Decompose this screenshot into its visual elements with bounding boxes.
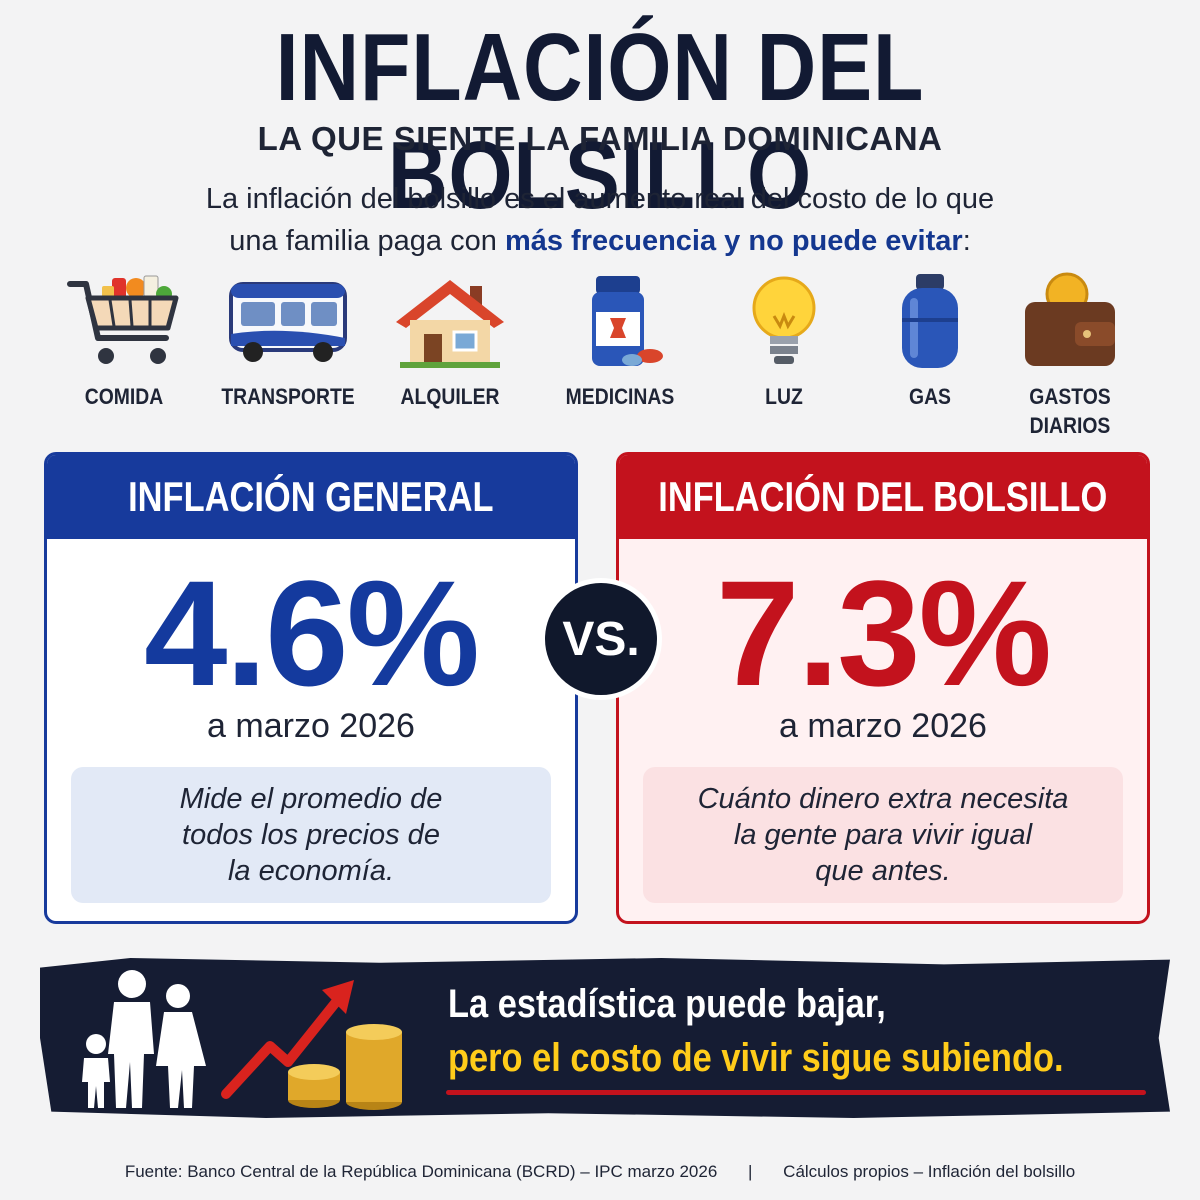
category-luz: LUZ xyxy=(704,272,864,411)
category-label: MEDICINAS xyxy=(565,384,675,409)
general-inflation-value: 4.6% xyxy=(144,549,480,717)
bolsillo-description-line-2: la gente para vivir igual xyxy=(733,819,1033,851)
category-comida: COMIDA xyxy=(44,272,204,411)
general-description-line-2: todos los precios de xyxy=(182,819,440,851)
bolsillo-inflation-value: 7.3% xyxy=(716,549,1052,717)
category-gastos-diarios: GASTOS DIARIOS xyxy=(990,272,1150,440)
bus-icon xyxy=(229,282,347,362)
house-icon xyxy=(396,280,504,368)
page-title: INFLACIÓN DEL BOLSILLO xyxy=(275,14,925,229)
bolsillo-inflation-header: INFLACIÓN DEL BOLSILLO xyxy=(619,455,1147,539)
bolsillo-inflation-date: a marzo 2026 xyxy=(779,707,987,745)
general-inflation-card: INFLACIÓN GENERAL 4.6% a marzo 2026 Mide… xyxy=(44,452,578,924)
banner-underline xyxy=(446,1090,1146,1095)
general-description-line-3: la economía. xyxy=(227,855,395,887)
category-label: GAS xyxy=(909,384,951,409)
category-label: COMIDA xyxy=(84,384,164,409)
category-transporte: TRANSPORTE xyxy=(208,272,368,411)
category-gas: GAS xyxy=(850,272,1010,411)
bolsillo-inflation-card: INFLACIÓN DEL BOLSILLO 7.3% a marzo 2026… xyxy=(616,452,1150,924)
shopping-cart-icon xyxy=(67,275,179,364)
general-inflation-date: a marzo 2026 xyxy=(207,707,415,745)
intro-text: La inflación del bolsillo es el aumento … xyxy=(100,178,1100,262)
intro-line-2-suffix: : xyxy=(962,225,971,257)
intro-highlight: más frecuencia y no puede evitar xyxy=(504,225,963,257)
family-rising-cost-illustration xyxy=(82,970,402,1110)
bolsillo-inflation-title: INFLACIÓN DEL BOLSILLO xyxy=(658,473,1108,520)
family-icon xyxy=(82,970,206,1108)
footer-source: Fuente: Banco Central de la República Do… xyxy=(124,1162,718,1181)
bolsillo-inflation-description: Cuánto dinero extra necesita la gente pa… xyxy=(643,767,1123,903)
category-alquiler: ALQUILER xyxy=(370,272,530,411)
footer-separator: | xyxy=(748,1162,753,1181)
general-inflation-title: INFLACIÓN GENERAL xyxy=(128,473,494,520)
category-icons: COMIDA TRANSPORTE ALQUILER xyxy=(40,272,1160,442)
page-subtitle: LA QUE SIENTE LA FAMILIA DOMINICANA xyxy=(257,120,943,157)
category-label: GASTOS DIARIOS xyxy=(1000,382,1141,440)
category-label: TRANSPORTE xyxy=(221,384,355,409)
gas-cylinder-icon xyxy=(902,274,958,368)
wallet-icon xyxy=(1025,272,1115,366)
light-bulb-icon xyxy=(752,276,816,364)
intro-line-2: una familia paga con más frecuencia y no… xyxy=(100,220,1100,262)
intro-line-2-prefix: una familia paga con xyxy=(229,225,505,257)
footer: Fuente: Banco Central de la República Do… xyxy=(0,1162,1200,1182)
general-inflation-header: INFLACIÓN GENERAL xyxy=(47,455,575,539)
coins-icon xyxy=(288,1024,402,1110)
general-description-line-1: Mide el promedio de xyxy=(179,783,443,815)
category-label-line-1: GASTOS xyxy=(1029,384,1111,409)
intro-line-1: La inflación del bolsillo es el aumento … xyxy=(205,183,995,215)
bolsillo-description-line-3: que antes. xyxy=(815,855,951,887)
category-label-line-2: DIARIOS xyxy=(1029,413,1111,438)
banner-line-2: pero el costo de vivir sigue subiendo. xyxy=(448,1036,1064,1080)
category-label: ALQUILER xyxy=(400,384,500,409)
category-medicinas: MEDICINAS xyxy=(540,272,700,411)
category-label: LUZ xyxy=(765,384,803,409)
bolsillo-description-line-1: Cuánto dinero extra necesita xyxy=(697,783,1069,815)
medicine-icon xyxy=(592,276,663,366)
rising-arrow-icon xyxy=(221,997,341,1099)
vs-badge: VS. xyxy=(540,578,662,700)
general-inflation-description: Mide el promedio de todos los precios de… xyxy=(71,767,551,903)
footer-calc: Cálculos propios – Inflación del bolsill… xyxy=(783,1162,1076,1181)
banner-line-1: La estadística puede bajar, xyxy=(448,982,886,1026)
